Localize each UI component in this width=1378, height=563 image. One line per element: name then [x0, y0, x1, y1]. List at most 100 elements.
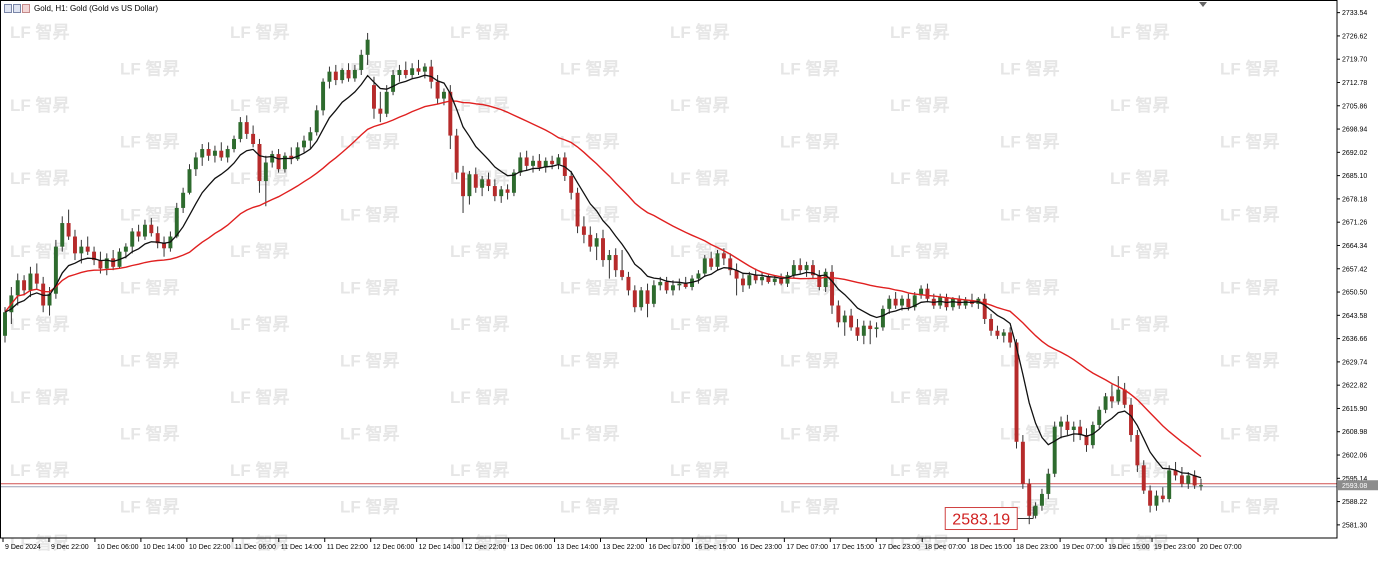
candle-body	[487, 179, 491, 186]
candle-body	[251, 134, 255, 144]
candle-body	[436, 82, 440, 99]
candle-body	[238, 122, 242, 139]
watermark-text: LF 智昇	[340, 278, 400, 298]
watermark-text: LF 智昇	[230, 460, 290, 480]
y-tick-label: 2581.30	[1342, 522, 1367, 529]
y-tick-label: 2650.50	[1342, 290, 1367, 297]
y-tick-label: 2622.82	[1342, 383, 1367, 390]
watermark-text: LF 智昇	[10, 168, 70, 188]
candle-body	[925, 289, 929, 299]
x-tick-label: 16 Dec 15:00	[694, 544, 736, 551]
watermark-text: LF 智昇	[450, 314, 510, 334]
candle-body	[754, 275, 758, 280]
chart-title-bar: Gold, H1: Gold (Gold vs US Dollar)	[4, 4, 158, 13]
watermark-text: LF 智昇	[1000, 424, 1060, 444]
x-tick-label: 10 Dec 22:00	[189, 544, 231, 551]
candle-body	[86, 247, 90, 252]
candle-body	[423, 67, 427, 72]
candle-body	[906, 299, 910, 307]
candle-body	[372, 85, 376, 109]
candle-body	[1021, 442, 1025, 484]
x-tick-label: 10 Dec 06:00	[97, 544, 139, 551]
x-tick-label: 18 Dec 15:00	[970, 544, 1012, 551]
candle-body	[474, 174, 478, 187]
candle-body	[111, 258, 115, 266]
watermark-text: LF 智昇	[120, 205, 180, 225]
x-tick-label: 17 Dec 23:00	[878, 544, 920, 551]
candle-body	[277, 154, 281, 169]
current-price-label: 2593.08	[1342, 483, 1367, 490]
candle-body	[1097, 410, 1101, 425]
watermark-text: LF 智昇	[1220, 205, 1280, 225]
candle-body	[862, 326, 866, 336]
candle-body	[378, 109, 382, 114]
watermark-text: LF 智昇	[560, 59, 620, 79]
watermark-text: LF 智昇	[120, 278, 180, 298]
candle-body	[595, 238, 599, 246]
y-tick-label: 2657.42	[1342, 266, 1367, 273]
candle-body	[429, 67, 433, 82]
candle-body	[709, 258, 713, 266]
watermark-text: LF 智昇	[890, 95, 950, 115]
watermark-text: LF 智昇	[780, 351, 840, 371]
candle-body	[397, 70, 401, 75]
watermark-text: LF 智昇	[1110, 22, 1170, 42]
y-tick-label: 2712.78	[1342, 80, 1367, 87]
candle-body	[550, 161, 554, 164]
watermark-text: LF 智昇	[120, 132, 180, 152]
candle-body	[1161, 496, 1165, 499]
candle-body	[1123, 390, 1127, 405]
candle-body	[499, 189, 503, 196]
candle-body	[353, 70, 357, 78]
candle-body	[245, 122, 249, 134]
candle-body	[232, 139, 236, 149]
x-tick-label: 18 Dec 07:00	[924, 544, 966, 551]
candle-body	[716, 253, 720, 266]
candle-body	[626, 277, 630, 290]
candle-body	[989, 319, 993, 331]
candle-body	[264, 162, 268, 181]
candle-body	[773, 279, 777, 282]
watermark-text: LF 智昇	[560, 278, 620, 298]
candle-body	[1180, 475, 1184, 483]
candle-body	[633, 290, 637, 307]
watermark-text: LF 智昇	[560, 424, 620, 444]
candle-body	[760, 277, 764, 280]
watermark-text: LF 智昇	[120, 424, 180, 444]
x-tick-label: 17 Dec 15:00	[832, 544, 874, 551]
candle-body	[881, 309, 885, 328]
x-tick-label: 17 Dec 07:00	[786, 544, 828, 551]
watermark-text: LF 智昇	[670, 168, 730, 188]
watermark-layer: LF 智昇 LF 智昇 LF 智昇 LF 智昇 LF 智昇 LF 智昇 LF 智昇 LF 智昇…	[10, 22, 1280, 553]
y-tick-label: 2698.94	[1342, 127, 1367, 134]
candle-body	[875, 327, 879, 329]
watermark-text: LF 智昇	[670, 314, 730, 334]
candle-body	[308, 132, 312, 140]
watermark-text: LF 智昇	[890, 168, 950, 188]
candle-body	[137, 231, 141, 236]
candle-body	[1015, 343, 1019, 442]
watermark-text: LF 智昇	[670, 241, 730, 261]
candle-body	[149, 225, 153, 233]
watermark-text: LF 智昇	[450, 387, 510, 407]
x-tick-label: 18 Dec 23:00	[1016, 544, 1058, 551]
candle-body	[722, 253, 726, 258]
watermark-text: LF 智昇	[890, 460, 950, 480]
candle-body	[843, 316, 847, 323]
watermark-text: LF 智昇	[670, 95, 730, 115]
chart-toolbar-icon[interactable]	[4, 4, 30, 13]
candle-body	[900, 299, 904, 306]
y-tick-label: 2629.74	[1342, 359, 1367, 366]
x-tick-label: 19 Dec 23:00	[1154, 544, 1196, 551]
candle-body	[28, 274, 32, 291]
x-tick-label: 13 Dec 22:00	[603, 544, 645, 551]
candle-body	[270, 154, 274, 162]
candle-body	[257, 144, 261, 181]
candle-body	[995, 331, 999, 336]
watermark-text: LF 智昇	[340, 351, 400, 371]
watermark-text: LF 智昇	[10, 387, 70, 407]
candle-body	[855, 327, 859, 335]
watermark-text: LF 智昇	[670, 387, 730, 407]
x-tick-label: 11 Dec 06:00	[235, 544, 276, 551]
